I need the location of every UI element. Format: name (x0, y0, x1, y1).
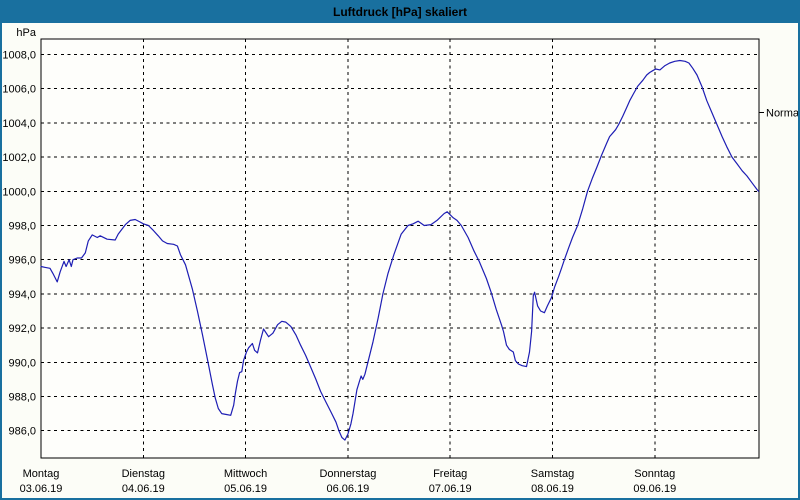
y-axis-tick-label: 1008,0 (2, 50, 36, 62)
x-axis-day-label: Freitag (433, 468, 467, 480)
y-axis-tick-label: 998,0 (8, 221, 36, 233)
y-axis-unit-label: hPa (16, 27, 36, 39)
x-axis-day-label: Dienstag (122, 468, 165, 480)
window-title: Luftdruck [hPa] skaliert (333, 5, 467, 19)
x-axis-date-label: 08.06.19 (531, 483, 574, 495)
x-axis-date-label: 06.06.19 (326, 483, 369, 495)
x-axis-day-label: Sonntag (634, 468, 675, 480)
pressure-curve (40, 59, 760, 441)
plot-area (41, 39, 759, 458)
x-axis-day-label: Samstag (531, 468, 574, 480)
y-axis-tick-label: 990,0 (8, 357, 36, 369)
y-axis-tick-label: 1002,0 (2, 152, 36, 164)
x-axis-day-label: Mittwoch (224, 468, 267, 480)
window-titlebar[interactable] (0, 0, 800, 23)
x-axis-date-label: 03.06.19 (20, 483, 63, 495)
plot-border (40, 38, 760, 459)
x-axis-date-label: 04.06.19 (122, 483, 165, 495)
y-axis-tick-label: 1006,0 (2, 84, 36, 96)
y-axis-tick-label: 1000,0 (2, 186, 36, 198)
y-axis-tick-label: 994,0 (8, 289, 36, 301)
x-axis-day-label: Donnerstag (319, 468, 376, 480)
plot-layer: 1008,0 1006,0 1004,0 1002,0 1000,0 998,0 996,0… (2, 27, 800, 495)
normal-label: Normal (766, 108, 800, 120)
x-axis-date-label: 09.06.19 (633, 483, 676, 495)
y-axis-tick-label: 1004,0 (2, 118, 36, 130)
y-axis-tick-label: 992,0 (8, 323, 36, 335)
y-axis-tick-label: 996,0 (8, 255, 36, 267)
x-axis-day-label: Montag (23, 468, 60, 480)
x-axis-date-label: 07.06.19 (429, 483, 472, 495)
y-axis-tick-label: 988,0 (8, 392, 36, 404)
y-axis-tick-label: 986,0 (8, 426, 36, 438)
x-axis-date-label: 05.06.19 (224, 483, 267, 495)
